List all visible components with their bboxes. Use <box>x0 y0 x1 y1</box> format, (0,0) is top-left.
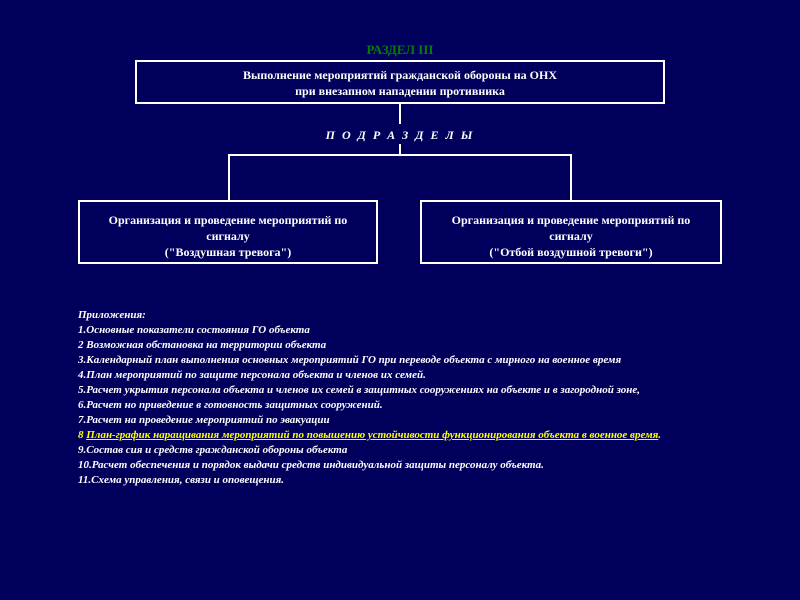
sub-right-line2: сигналу <box>428 228 714 244</box>
appendix-line: 4.План мероприятий по защите персонала о… <box>78 368 738 383</box>
main-box-line2: при внезапном нападении противника <box>137 83 663 99</box>
appendix-line: 3.Календарный план выполнения основных м… <box>78 353 738 368</box>
connector-v-right <box>570 154 572 200</box>
connector-h-bar <box>228 154 572 156</box>
appendix-line: 9.Состав сия и средств гражданской оборо… <box>78 443 738 458</box>
appendix-line: 6.Расчет но приведение в готовность защи… <box>78 398 738 413</box>
sub-left-line1: Организация и проведение мероприятий по <box>86 212 370 228</box>
appendix-line: 10.Расчет обеспечения и порядок выдачи с… <box>78 458 738 473</box>
connector-v-left <box>228 154 230 200</box>
appendix-block: Приложения: 1.Основные показатели состоя… <box>78 308 738 488</box>
main-box-line1: Выполнение мероприятий гражданской оборо… <box>137 67 663 83</box>
sub-box-right: Организация и проведение мероприятий по … <box>420 200 722 264</box>
appendix-line: 7.Расчет на проведение мероприятий по эв… <box>78 413 738 428</box>
appendix-line: 8 План-график наращивания мероприятий по… <box>78 428 738 443</box>
main-box: Выполнение мероприятий гражданской оборо… <box>135 60 665 104</box>
sub-box-left: Организация и проведение мероприятий по … <box>78 200 378 264</box>
appendix-line: 1.Основные показатели состояния ГО объек… <box>78 323 738 338</box>
subsections-label: П О Д Р А З Д Е Л Ы <box>0 128 800 143</box>
appendix-line: 5.Расчет укрытия персонала объекта и чле… <box>78 383 738 398</box>
sub-left-line3: ("Воздушная тревога") <box>86 244 370 260</box>
sub-left-line2: сигналу <box>86 228 370 244</box>
connector-v-main <box>399 104 401 124</box>
sub-right-line3: ("Отбой воздушной тревоги") <box>428 244 714 260</box>
appendix-line: 2 Возможная обстановка на территории объ… <box>78 338 738 353</box>
appendix-line: 11.Схема управления, связи и оповещения. <box>78 473 738 488</box>
appendix-title: Приложения: <box>78 308 738 323</box>
sub-right-line1: Организация и проведение мероприятий по <box>428 212 714 228</box>
section-title: РАЗДЕЛ III <box>0 0 800 58</box>
